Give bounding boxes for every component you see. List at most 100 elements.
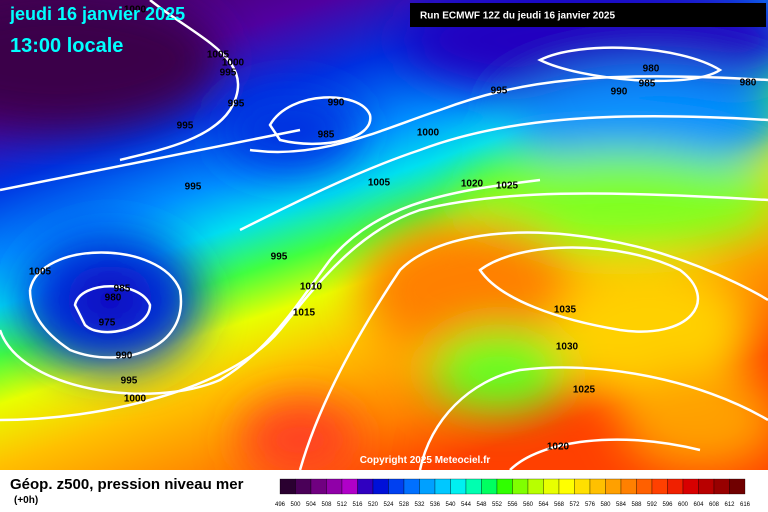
scale-label: 588	[631, 502, 642, 508]
scale-swatch	[698, 478, 715, 495]
scale-swatch	[496, 478, 513, 495]
scale-label: 612	[724, 502, 735, 508]
isobar-label: 1030	[556, 342, 579, 353]
scale-label: 608	[709, 502, 720, 508]
isobar-label: 995	[121, 376, 138, 387]
scale-swatch	[682, 478, 699, 495]
scale-swatch	[326, 478, 343, 495]
scale-label: 504	[306, 502, 317, 508]
scale-label: 616	[740, 502, 751, 508]
isobar-label: 995	[185, 182, 202, 193]
scale-swatch	[434, 478, 451, 495]
scale-label: 528	[399, 502, 410, 508]
scale-label: 516	[352, 502, 363, 508]
copyright: Copyright 2025 Meteociel.fr	[360, 455, 491, 466]
footer-title: Géop. z500, pression niveau mer	[10, 476, 244, 493]
isobars	[0, 0, 768, 470]
scale-swatch	[651, 478, 668, 495]
scale-label: 520	[368, 502, 379, 508]
scale-label: 564	[538, 502, 549, 508]
isobar-label: 1025	[573, 385, 596, 396]
isobar-label: 980	[105, 293, 122, 304]
isobar-label: 1015	[293, 308, 316, 319]
scale-swatch	[589, 478, 606, 495]
scale-swatch	[357, 478, 374, 495]
isobar-label: 1025	[496, 181, 519, 192]
scale-label: 524	[383, 502, 394, 508]
isobar-label: 1035	[554, 305, 577, 316]
isobar-label: 1010	[300, 282, 323, 293]
scale-label: 500	[290, 502, 301, 508]
isobar-label: 1020	[461, 179, 484, 190]
scale-swatch	[450, 478, 467, 495]
date-label: jeudi 16 janvier 2025	[9, 4, 185, 24]
scale-swatch	[372, 478, 389, 495]
scale-swatch	[729, 478, 746, 495]
isobar-label: 990	[611, 87, 628, 98]
scale-label: 548	[476, 502, 487, 508]
scale-swatch	[512, 478, 529, 495]
run-label: Run ECMWF 12Z du jeudi 16 janvier 2025	[420, 11, 615, 22]
scale-swatch	[574, 478, 591, 495]
scale-label: 508	[321, 502, 332, 508]
scale-swatch	[713, 478, 730, 495]
scale-label: 584	[616, 502, 627, 508]
scale-swatch	[310, 478, 327, 495]
color-scale: 496 500 504 508 512 516 520 524 528 532 536 540 544 5…	[275, 478, 751, 508]
isobar-label: 995	[491, 86, 508, 97]
scale-label: 512	[337, 502, 348, 508]
scale-label: 532	[414, 502, 425, 508]
scale-swatch	[388, 478, 405, 495]
scale-label: 552	[492, 502, 503, 508]
scale-swatch	[295, 478, 312, 495]
scale-swatch	[667, 478, 684, 495]
scale-swatch	[558, 478, 575, 495]
isobar-label: 980	[643, 64, 660, 75]
isobar-label: 985	[639, 79, 656, 90]
footer-step: (+0h)	[14, 495, 38, 506]
isobar-label: 1000	[124, 5, 147, 16]
scale-label: 568	[554, 502, 565, 508]
scale-swatch	[620, 478, 637, 495]
isobar-label: 1000	[417, 128, 440, 139]
scale-swatch	[465, 478, 482, 495]
isobar-label: 985	[114, 284, 131, 295]
isobar-label: 995	[177, 121, 194, 132]
scale-label: 600	[678, 502, 689, 508]
scale-label: 536	[430, 502, 441, 508]
isobar-label: 990	[116, 351, 133, 362]
time-label: 13:00 locale	[10, 35, 123, 57]
scale-swatch	[279, 478, 296, 495]
scale-swatch	[527, 478, 544, 495]
isobar-label: 975	[99, 318, 116, 329]
scale-swatch	[481, 478, 498, 495]
scale-swatch	[419, 478, 436, 495]
scale-swatch	[341, 478, 358, 495]
run-box	[410, 3, 766, 27]
isobar-label: 995	[271, 252, 288, 263]
isobar-label: 1000	[124, 394, 147, 405]
isobar-label: 985	[318, 130, 335, 141]
scale-label: 604	[693, 502, 704, 508]
isobar-label: 995	[228, 99, 245, 110]
isobar-label: 995	[220, 68, 237, 79]
scale-swatch	[543, 478, 560, 495]
isobar-label: 1005	[29, 267, 52, 278]
scale-label: 544	[461, 502, 472, 508]
scale-swatch	[605, 478, 622, 495]
scale-swatch	[636, 478, 653, 495]
isobar-label: 990	[328, 98, 345, 109]
isobar-label: 1020	[547, 442, 570, 453]
scale-label: 556	[507, 502, 518, 508]
isobar-label: 980	[740, 78, 757, 89]
scale-label: 596	[662, 502, 673, 508]
isobar-label: 1005	[368, 178, 391, 189]
scale-label: 572	[569, 502, 580, 508]
scale-label: 560	[523, 502, 534, 508]
scale-label: 592	[647, 502, 658, 508]
isobar-label: 1000	[222, 58, 245, 69]
scale-label: 576	[585, 502, 596, 508]
